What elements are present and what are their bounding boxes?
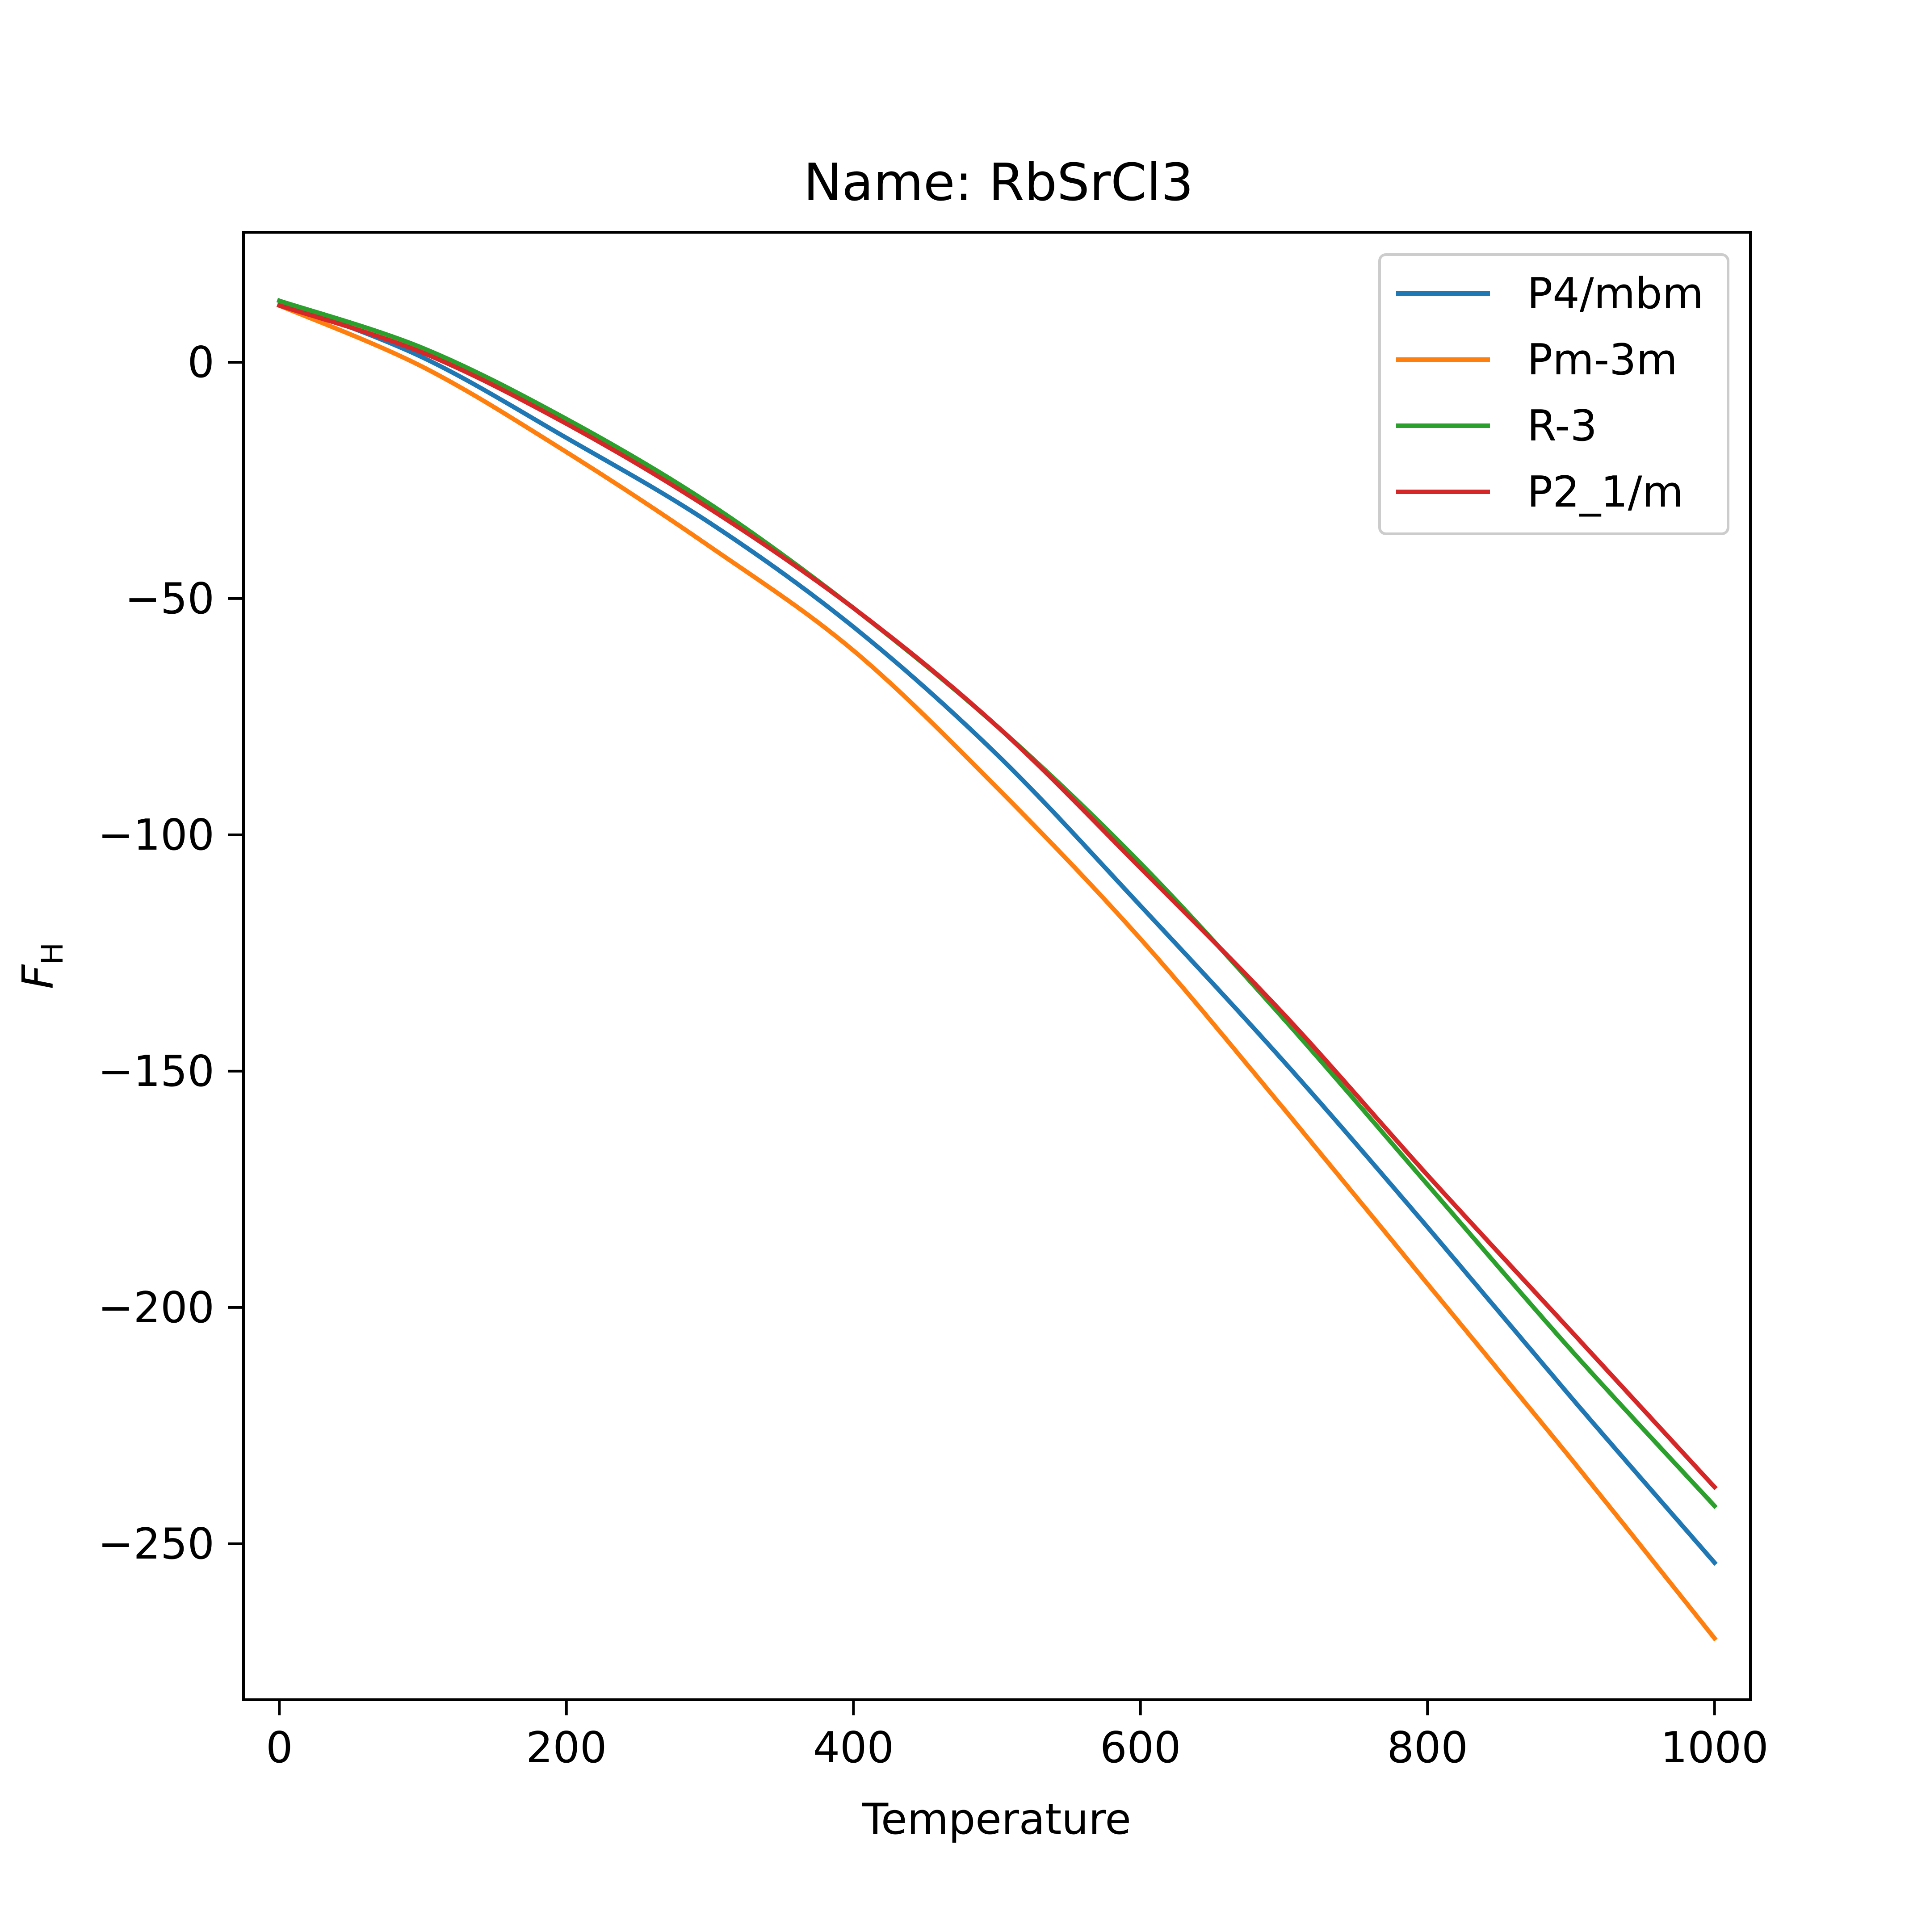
y-axis-label-subscript: H — [35, 943, 70, 965]
chart-title: Name: RbSrCl3 — [803, 153, 1193, 213]
y-tick-label: 0 — [188, 338, 214, 387]
x-tick-label: 200 — [526, 1723, 607, 1773]
legend-label-1: Pm-3m — [1527, 335, 1678, 385]
y-axis-label-main: F — [14, 964, 63, 989]
x-tick-label: 400 — [813, 1723, 894, 1773]
legend-label-3: P2_1/m — [1527, 468, 1683, 517]
x-tick-label: 1000 — [1661, 1723, 1769, 1773]
legend-label-0: P4/mbm — [1527, 269, 1703, 319]
x-tick-label: 600 — [1100, 1723, 1181, 1773]
x-tick-label: 0 — [266, 1723, 293, 1773]
y-tick-label: −200 — [98, 1283, 214, 1333]
legend: P4/mbm Pm-3m R-3 P2_1/m — [1380, 255, 1728, 534]
x-axis-label: Temperature — [862, 1795, 1131, 1844]
y-tick-label: −250 — [98, 1520, 214, 1569]
y-tick-label: −100 — [98, 811, 214, 860]
legend-label-2: R-3 — [1527, 402, 1597, 451]
y-tick-label: −50 — [125, 574, 214, 624]
x-tick-label: 800 — [1387, 1723, 1468, 1773]
y-tick-label: −150 — [98, 1047, 214, 1096]
